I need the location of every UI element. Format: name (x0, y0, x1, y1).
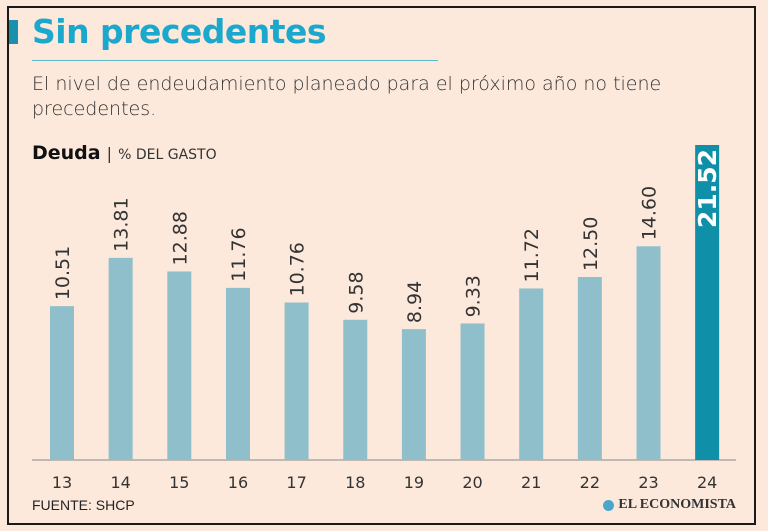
bar-15 (167, 271, 192, 460)
value-label-13: 10.51 (52, 246, 74, 300)
bar-22 (577, 277, 602, 460)
x-tick-label-24: 24 (697, 473, 717, 492)
unit-detail: % DEL GASTO (118, 147, 217, 163)
bar-17 (284, 302, 309, 460)
bar-14 (108, 257, 133, 460)
bar-20 (460, 323, 485, 460)
series-label: Deuda (32, 142, 101, 164)
logo-text: EL ECONOMISTA (618, 497, 736, 512)
value-label-14: 13.81 (111, 197, 133, 251)
value-label-16: 11.76 (228, 227, 250, 281)
chart-title: Sin precedentes (32, 12, 327, 51)
value-label-18: 9.58 (345, 271, 367, 313)
bar-18 (343, 319, 368, 460)
title-divider (32, 60, 438, 61)
x-tick-label-20: 20 (462, 473, 482, 492)
x-tick-label-14: 14 (110, 473, 130, 492)
chart-frame (7, 6, 756, 525)
unit-label: Deuda | % DEL GASTO (32, 142, 217, 164)
value-label-17: 10.76 (287, 242, 309, 296)
x-tick-label-16: 16 (228, 473, 248, 492)
value-label-15: 12.88 (169, 211, 191, 265)
bar-13 (50, 306, 74, 460)
x-tick-label-19: 19 (404, 473, 424, 492)
title-accent-bar (9, 20, 18, 44)
x-tick-label-15: 15 (169, 473, 189, 492)
bar-23 (636, 246, 661, 460)
bar-16 (225, 287, 250, 460)
logo-globe-icon (603, 499, 615, 511)
bar-21 (519, 288, 544, 460)
value-label-23: 14.60 (639, 186, 661, 240)
value-label-19: 8.94 (404, 281, 426, 323)
source-note: FUENTE: SHCP (32, 497, 135, 513)
publisher-logo: EL ECONOMISTA (603, 497, 736, 513)
chart-subtitle: El nivel de endeudamiento planeado para … (32, 73, 662, 120)
value-label-20: 9.33 (463, 275, 485, 317)
x-tick-label-17: 17 (286, 473, 306, 492)
x-tick-label-13: 13 (52, 473, 72, 492)
x-tick-label-23: 23 (638, 473, 658, 492)
unit-separator: | (106, 144, 113, 163)
bar-19 (401, 329, 426, 460)
bar-24 (695, 145, 720, 460)
value-label-21: 11.72 (521, 228, 543, 282)
value-label-24: 21.52 (693, 149, 722, 228)
value-label-22: 12.50 (580, 217, 602, 271)
x-tick-label-18: 18 (345, 473, 365, 492)
x-tick-label-22: 22 (580, 473, 600, 492)
x-tick-label-21: 21 (521, 473, 541, 492)
